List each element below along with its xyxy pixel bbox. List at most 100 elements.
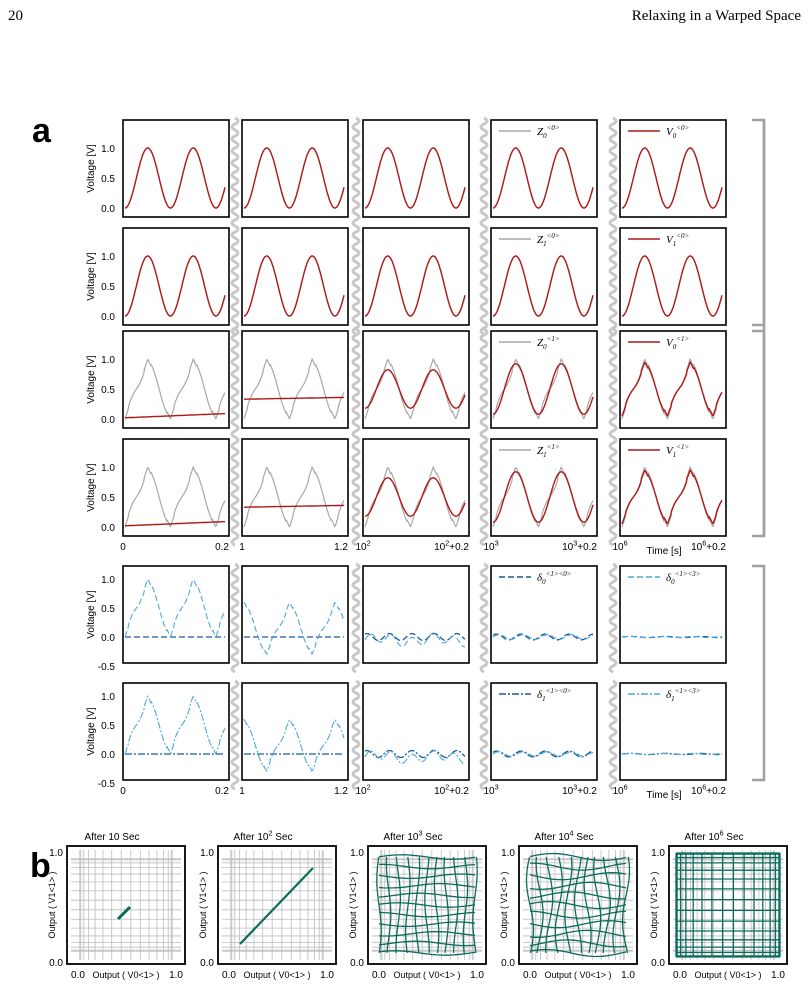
- y-tick-label: 0.5: [101, 282, 115, 293]
- legend-superscript: <1>: [547, 335, 560, 343]
- trace-output: [244, 504, 344, 508]
- plot-frame: [122, 565, 230, 664]
- trace-output: [492, 255, 594, 317]
- output-grid-line: [433, 856, 440, 954]
- trace-deviation-alt: [492, 634, 594, 640]
- legend-label: Z0<0>: [537, 124, 560, 140]
- x-tick-start-part: 2: [367, 539, 371, 548]
- axis-break-mark: [230, 224, 240, 336]
- output-grid-line: [378, 940, 476, 947]
- plot-frame: [241, 119, 349, 218]
- axis-break-mark: [230, 116, 240, 228]
- plot-frame: [619, 438, 727, 537]
- plot-frame: [241, 438, 349, 537]
- trace-deviation-alt: [621, 752, 722, 756]
- plot-frame: [490, 330, 598, 429]
- x-tick-end: 1.2: [334, 786, 348, 797]
- legend-superscript: <0>: [547, 124, 560, 132]
- panel-b-x-tick: 1.0: [771, 970, 785, 981]
- axis-break-mark: [608, 562, 618, 674]
- trace-target: [124, 357, 226, 420]
- legend-superscript: <1><3>: [675, 687, 701, 695]
- legend-superscript: <1><0>: [546, 570, 572, 578]
- legend-subscript: 0: [543, 343, 547, 351]
- x-tick-start-part: 1: [239, 542, 245, 553]
- panel-b-title-part: After 10: [534, 832, 569, 843]
- scatter-grid-panel: After 10 Sec 1.0 0.0 0.0 1.0 Output ( V0<1> )…: [47, 832, 186, 981]
- plot-frame: [619, 330, 727, 429]
- axis-break-mark: [479, 116, 489, 228]
- legend-symbol: δ: [666, 689, 672, 701]
- axis-break-mark: [351, 224, 361, 336]
- x-tick-end-part: 10: [562, 786, 574, 797]
- panel-b-x-tick: 0.0: [673, 970, 687, 981]
- legend-label: V0<0>: [666, 124, 689, 140]
- legend-subscript: 1: [543, 240, 547, 248]
- legend-symbol: V: [666, 126, 674, 138]
- panel-b-title-part: 2: [269, 829, 273, 838]
- x-tick-start-part: 0: [120, 786, 126, 797]
- panel-b-y-label: Output ( V1<1> ): [47, 871, 57, 938]
- legend-label: V1<1>: [666, 443, 689, 459]
- output-grid-line: [621, 856, 631, 954]
- x-tick-start-part: 10: [612, 542, 624, 553]
- plot-frame: [490, 227, 598, 326]
- plot-frame: [490, 682, 598, 781]
- output-grid-line: [404, 856, 411, 954]
- plot-frame: [122, 682, 230, 781]
- axis-break-mark: [479, 679, 489, 791]
- panel-b-y-tick: 1.0: [350, 848, 364, 859]
- x-tick-end-part: 10: [434, 542, 446, 553]
- plot-row-2: Voltage [V] 1.00.50.0Z1<0> V1<0>: [86, 224, 727, 336]
- legend-symbol: Z: [537, 234, 544, 246]
- plot-frame: [241, 565, 349, 664]
- legend-symbol: δ: [537, 689, 543, 701]
- panel-b-x-tick: 0.0: [372, 970, 386, 981]
- trace-deviation-alt: [243, 718, 345, 772]
- y-tick-label: 0.0: [101, 204, 115, 215]
- legend-symbol: Z: [537, 445, 544, 457]
- legend-subscript: 1: [673, 451, 677, 459]
- x-tick-end-part: +0.2: [449, 542, 469, 553]
- y-tick-label: 0.0: [101, 633, 115, 644]
- x-tick-start-part: 10: [612, 786, 624, 797]
- panel-b-y-label: Output ( V1<1> ): [348, 871, 358, 938]
- trace-deviation-alt: [364, 632, 465, 648]
- page-number: 20: [8, 8, 23, 24]
- x-tick-start: 103: [483, 539, 498, 554]
- x-tick-start-part: 1: [239, 786, 245, 797]
- group-bracket: [752, 329, 766, 538]
- legend-subscript: 0: [673, 132, 677, 140]
- panel-b-y-tick: 0.0: [350, 958, 364, 969]
- panel-b-x-tick: 1.0: [470, 970, 484, 981]
- trace-target: [243, 357, 345, 420]
- output-trace: [239, 867, 314, 945]
- output-grid-line: [529, 948, 627, 958]
- legend-label: δ0<1><0>: [537, 570, 572, 586]
- trace-target: [124, 465, 226, 528]
- trace-deviation-main: [364, 749, 466, 759]
- group-bracket: [752, 564, 766, 782]
- panel-b-y-tick: 1.0: [200, 848, 214, 859]
- axis-break-mark: [230, 327, 240, 439]
- y-axis-label: Voltage [V]: [86, 707, 97, 756]
- x-tick-end: 102+0.2: [434, 783, 469, 798]
- output-grid-line: [378, 882, 476, 889]
- y-axis-label: Voltage [V]: [86, 463, 97, 512]
- x-tick-start: 106: [612, 539, 627, 554]
- y-axis-label: Voltage [V]: [86, 590, 97, 639]
- plot-frame: [241, 330, 349, 429]
- x-tick-start-part: 0: [120, 542, 126, 553]
- panel-b-title: After 102 Sec: [233, 829, 292, 844]
- panel-b-title-part: Sec: [574, 832, 594, 843]
- plot-frame: [362, 682, 470, 781]
- y-tick-label: 0.5: [101, 493, 115, 504]
- panel-b-title-part: 6: [720, 829, 724, 838]
- x-tick-start: 102: [355, 783, 370, 798]
- panel-b-y-tick: 0.0: [651, 958, 665, 969]
- legend-subscript: 0: [671, 578, 675, 586]
- output-grid-line: [443, 856, 450, 954]
- panel-b-title-part: Sec: [423, 832, 443, 843]
- panel-b-title-part: After 10: [684, 832, 719, 843]
